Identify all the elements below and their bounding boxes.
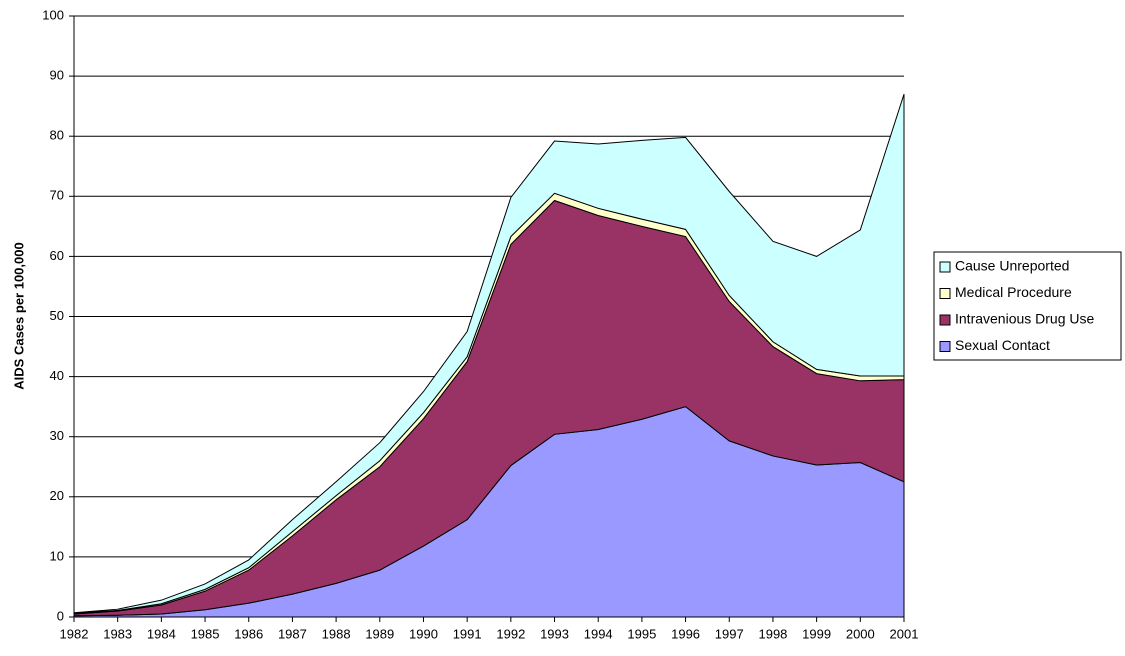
legend-label: Cause Unreported	[955, 258, 1069, 274]
y-tick-label: 70	[50, 188, 64, 203]
legend-swatch	[939, 261, 951, 273]
legend-label: Sexual Contact	[955, 337, 1050, 353]
y-tick-label: 60	[50, 248, 64, 263]
x-tick-label: 1985	[191, 626, 220, 641]
y-tick-label: 90	[50, 68, 64, 83]
legend-swatch	[939, 341, 951, 352]
y-tick-label: 50	[50, 308, 64, 323]
x-tick-label: 1991	[453, 626, 482, 641]
y-tick-label: 80	[50, 128, 64, 143]
x-tick-label: 1993	[540, 626, 569, 641]
area	[73, 93, 905, 614]
x-tick-label: 1996	[671, 626, 700, 641]
x-tick-label: 1989	[365, 626, 394, 641]
legend-swatch	[939, 288, 951, 299]
y-tick-label: 30	[50, 428, 64, 443]
x-tick-label: 1982	[60, 626, 89, 641]
x-tick-label: 1987	[278, 626, 307, 641]
y-axis-label: AIDS Cases per 100,000	[11, 242, 26, 389]
legend-box	[933, 251, 1122, 361]
y-tick-label: 0	[57, 608, 64, 623]
x-tick-label: 1997	[715, 626, 744, 641]
x-tick-label: 1990	[409, 626, 438, 641]
x-tick-label: 1995	[627, 626, 656, 641]
x-tick-label: 1988	[322, 626, 351, 641]
x-tick-label: 1992	[496, 626, 525, 641]
y-tick-label: 10	[50, 548, 64, 563]
x-tick-label: 1998	[758, 626, 787, 641]
x-tick-label: 1984	[147, 626, 176, 641]
x-tick-label: 2001	[890, 626, 919, 641]
y-tick-label: 100	[42, 7, 64, 22]
legend-label: Medical Procedure	[955, 284, 1072, 300]
x-tick-label: 1983	[103, 626, 132, 641]
x-tick-label: 2000	[846, 626, 875, 641]
legend: Cause Unreported Medical Procedure Intrave…	[933, 251, 1122, 361]
x-tick-label: 1999	[802, 626, 831, 641]
x-tick-label: 1994	[584, 626, 613, 641]
y-tick-label: 40	[50, 368, 64, 383]
y-tick-label: 20	[50, 488, 64, 503]
legend-label: Intravenious Drug Use	[955, 311, 1095, 327]
x-tick-label: 1986	[234, 626, 263, 641]
legend-swatch	[939, 314, 951, 326]
